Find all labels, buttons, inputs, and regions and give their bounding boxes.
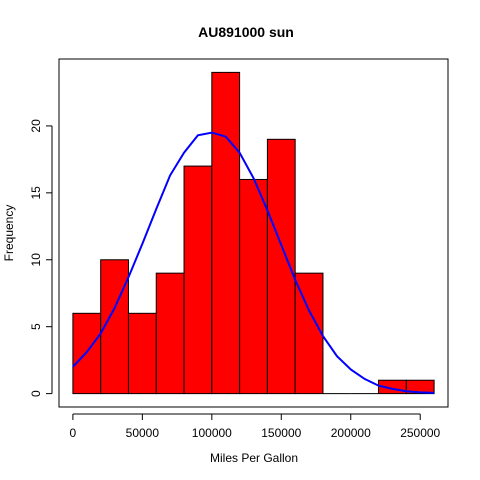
histogram-bar-5 [211,71,241,395]
x-tick-label-5: 250000 [400,426,440,440]
histogram-bar-8 [294,272,324,395]
x-tick-label-1: 50000 [126,426,160,440]
chart-title: AU891000 sun [198,24,294,40]
density-curve [72,131,435,394]
density-curve-group [72,131,435,394]
y-axis: 0 5 10 15 20 [29,119,53,397]
y-tick-label-4: 20 [29,119,43,133]
x-tick-label-4: 200000 [331,426,371,440]
x-axis-label: Miles Per Gallon [210,451,298,465]
y-axis-label: Frequency [2,205,16,262]
histogram-bar-3 [155,272,185,395]
y-tick-label-1: 5 [29,323,43,330]
x-tick-label-2: 100000 [192,426,232,440]
histogram-bar-4 [183,165,213,395]
y-tick-label-0: 0 [29,390,43,397]
histogram-bar-7 [266,138,296,395]
histogram-bar-6 [239,178,268,395]
y-tick-label-2: 10 [29,253,43,267]
x-tick-label-3: 150000 [261,426,301,440]
plot-frame [58,58,449,408]
histogram-bar-2 [127,312,157,395]
histogram-bar-12 [405,379,435,395]
x-axis: 0 50000 100000 150000 200000 250000 [70,413,441,440]
x-tick-label-0: 0 [70,426,77,440]
y-tick-label-3: 15 [29,186,43,200]
bars-group [72,71,435,395]
